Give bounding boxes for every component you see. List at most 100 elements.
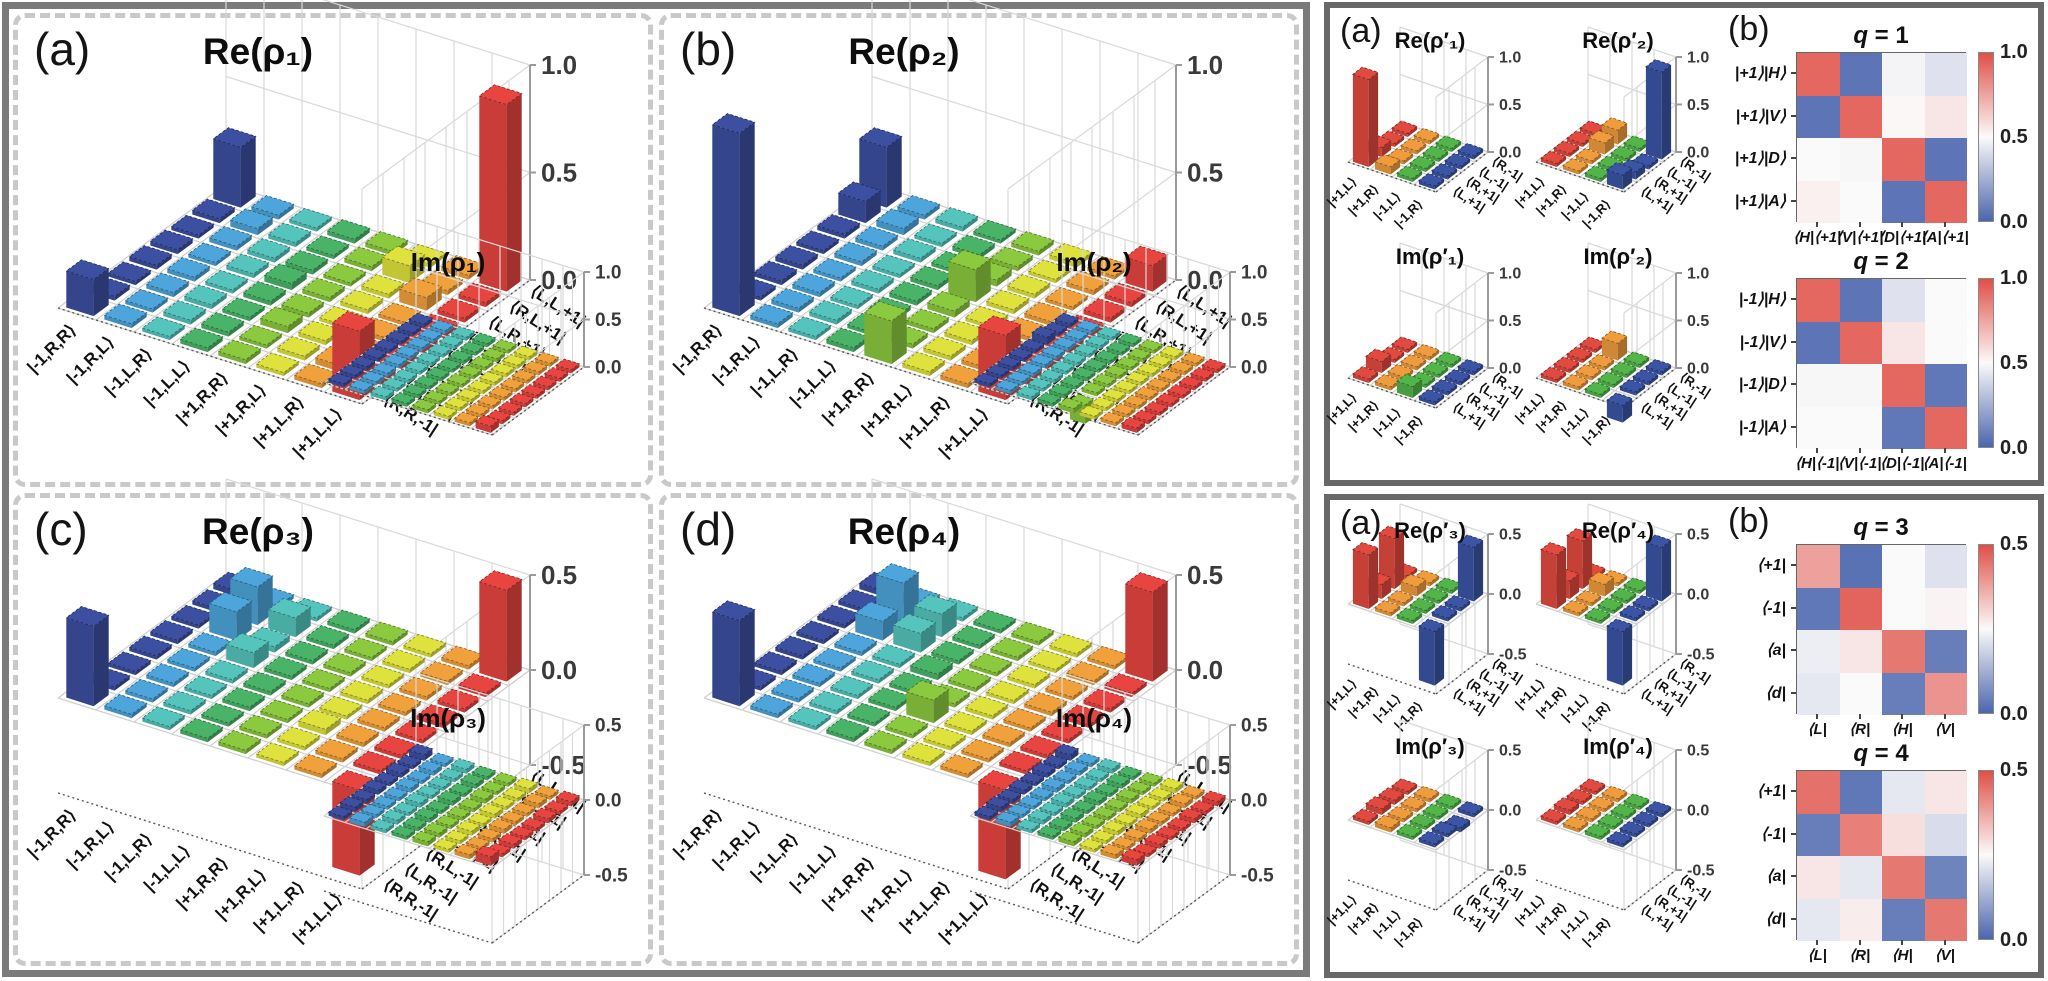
chart-rp2_im: 1.00.50.0|+1,L⟩|+1,R⟩|-1,L⟩|-1,R⟩⟨R,-1|⟨… xyxy=(1512,242,1714,447)
heatmap-cell xyxy=(1839,587,1882,630)
chart-im-rho-prime2: 1.00.50.0|+1,L⟩|+1,R⟩|-1,L⟩|-1,R⟩⟨R,-1|⟨… xyxy=(1512,242,1714,447)
svg-text:0.5: 0.5 xyxy=(1499,743,1521,760)
heatmap-cell xyxy=(1797,898,1840,941)
chart-re-rho4: 0.50.0-0.5|-1,R,R⟩|-1,R,L⟩|-1,L,R⟩|-1,L,… xyxy=(669,477,1235,946)
heatmap-grid xyxy=(1796,770,1967,941)
panel-d: (d) 0.50.0-0.5|-1,R,R⟩|-1,R,L⟩|-1,L,R⟩|-… xyxy=(659,477,1299,966)
chart-rp4_im: 0.50.0-0.5|+1,L⟩|+1,R⟩|-1,L⟩|-1,R⟩⟨R,-1|… xyxy=(1512,719,1715,949)
svg-text:Im(ρ′₁): Im(ρ′₁) xyxy=(1396,244,1464,269)
svg-text:-0.5: -0.5 xyxy=(1241,865,1274,886)
heatmap-col-label: ⟨L| xyxy=(1807,947,1827,964)
heatmap-cell xyxy=(1839,856,1882,899)
svg-text:-0.5: -0.5 xyxy=(1687,863,1715,880)
svg-text:0.5: 0.5 xyxy=(1187,158,1223,188)
heatmap-cell xyxy=(1882,856,1925,899)
heatmap-cell xyxy=(1797,672,1840,715)
heatmap-col-label: ⟨H| xyxy=(1891,947,1913,964)
heatmap-cell xyxy=(1924,53,1967,96)
heatmap-cell xyxy=(1882,53,1925,96)
heatmap-cell xyxy=(1797,856,1840,899)
heatmap-col-label: ⟨V| xyxy=(1934,947,1955,964)
panel-d-letter: (d) xyxy=(680,502,737,555)
svg-text:Re(ρ₄): Re(ρ₄) xyxy=(848,511,960,552)
heatmap-cell xyxy=(1797,364,1840,407)
svg-text:-0.5: -0.5 xyxy=(1687,647,1715,664)
svg-text:0.0: 0.0 xyxy=(1187,655,1223,685)
svg-text:0.0: 0.0 xyxy=(1499,145,1521,162)
heatmap-row-label: |-1⟩|A⟩ xyxy=(1738,418,1786,436)
svg-text:0.5: 0.5 xyxy=(1687,97,1709,114)
heatmap-cell xyxy=(1839,53,1882,96)
chart-rho1_im: 1.0 0.5 0.0 Im(ρ₁) xyxy=(323,219,622,436)
svg-text:Re(ρ′₂): Re(ρ′₂) xyxy=(1582,28,1653,53)
heatmap-title: q = 4 xyxy=(1853,740,1909,767)
chart-rp1_im: 1.00.50.0|+1,L⟩|+1,R⟩|-1,L⟩|-1,R⟩⟨R,-1|⟨… xyxy=(1324,242,1526,447)
colorbar-tick: 0.5 xyxy=(2000,352,2028,374)
heatmap-grid xyxy=(1796,278,1967,449)
svg-text:1.0: 1.0 xyxy=(1499,50,1521,67)
svg-text:1.0: 1.0 xyxy=(541,50,577,80)
svg-text:-0.5: -0.5 xyxy=(595,865,628,886)
chart-rp2_re: 1.00.50.0|+1,L⟩|+1,R⟩|-1,L⟩|-1,R⟩⟨R,-1|⟨… xyxy=(1512,26,1714,231)
heatmap-cell xyxy=(1924,672,1967,715)
heatmap-cell xyxy=(1924,180,1967,223)
heatmap-row-label: |-1⟩|V⟩ xyxy=(1739,333,1786,351)
heatmap-title: q = 2 xyxy=(1853,248,1909,275)
heatmap-q3: q = 3 ⟨+1| ⟨-1| ⟨a| ⟨d| ⟨L| ⟨R| ⟨H| ⟨V| 0.5 0.0 xyxy=(1716,514,2036,742)
heatmap-col-label: ⟨H| xyxy=(1891,721,1913,738)
svg-text:0.0: 0.0 xyxy=(1687,145,1709,162)
chart-im-rho3: 0.5 0.0 -0.5 Im(ρ₃) xyxy=(323,671,628,944)
svg-text:0.5: 0.5 xyxy=(595,310,622,331)
colorbar xyxy=(1978,52,1994,222)
heatmap-cell xyxy=(1839,138,1882,181)
heatmap-cell xyxy=(1797,138,1840,181)
heatmap-col-label: ⟨D|⟨-1| xyxy=(1880,455,1925,472)
heatmap-cell xyxy=(1924,771,1967,814)
heatmap-col-label: ⟨A|⟨+1| xyxy=(1920,229,1969,246)
heatmap-row-label: ⟨d| xyxy=(1765,684,1787,702)
svg-text:Re(ρ′₁): Re(ρ′₁) xyxy=(1395,28,1466,53)
heatmap-col-label: ⟨A|⟨-1| xyxy=(1922,455,1967,472)
colorbar-tick: 0.0 xyxy=(2000,437,2028,459)
svg-text:1.0: 1.0 xyxy=(595,263,621,284)
colorbar-tick: 1.0 xyxy=(2000,267,2028,289)
heatmap-cell xyxy=(1924,95,1967,138)
heatmap-cell xyxy=(1839,813,1882,856)
svg-text:1.0: 1.0 xyxy=(1499,266,1521,283)
heatmap-cell xyxy=(1797,545,1840,588)
heatmap-cell xyxy=(1797,53,1840,96)
heatmap-title: q = 1 xyxy=(1853,22,1909,49)
svg-text:0.5: 0.5 xyxy=(1499,97,1521,114)
left-composite-panel: (a) 1.0 0.5 0.0 |-1,R,R⟩ |-1,R,L⟩ |-1,L,R⟩ |-1… xyxy=(2,0,1310,977)
heatmap-col-label: ⟨H|⟨+1| xyxy=(1793,229,1842,246)
heatmap-cell xyxy=(1924,406,1967,449)
chart-rp3_re: 0.50.0-0.5|+1,L⟩|+1,R⟩|-1,L⟩|-1,R⟩⟨R,-1|… xyxy=(1324,503,1527,733)
right-box2-letter-b: (b) xyxy=(1728,502,1770,540)
heatmap-cell xyxy=(1882,95,1925,138)
colorbar xyxy=(1978,544,1994,714)
svg-text:1.0: 1.0 xyxy=(1687,266,1709,283)
heatmap-cell xyxy=(1882,771,1925,814)
right-box1-letter-b: (b) xyxy=(1728,10,1770,48)
svg-text:Re(ρ′₄): Re(ρ′₄) xyxy=(1582,518,1654,543)
heatmap-cell xyxy=(1839,406,1882,449)
heatmap-cell xyxy=(1882,406,1925,449)
chart-rp1_re: 1.00.50.0|+1,L⟩|+1,R⟩|-1,L⟩|-1,R⟩⟨R,-1|⟨… xyxy=(1324,26,1526,231)
svg-text:0.0: 0.0 xyxy=(595,790,621,811)
right-box-q34: (a) (b) 0.5 0.0 -0.5 |+1,L⟩ |+1,R⟩ |-1,L⟩ |-1,… xyxy=(1324,494,2044,978)
heatmap-col-label: ⟨V|⟨-1| xyxy=(1838,455,1882,472)
chart-im-rho2: 1.0 0.5 0.0 Im(ρ₂) xyxy=(969,219,1268,436)
colorbar xyxy=(1978,770,1994,940)
heatmap-row-label: |+1⟩|D⟩ xyxy=(1734,150,1786,168)
heatmap-cell xyxy=(1924,321,1967,364)
heatmap-col-label: ⟨V|⟨+1| xyxy=(1836,229,1884,246)
heatmap-row-label: |+1⟩|V⟩ xyxy=(1735,107,1786,125)
chart-re-rho-prime1: 1.00.50.0|+1,L⟩|+1,R⟩|-1,L⟩|-1,R⟩⟨R,-1|⟨… xyxy=(1324,26,1526,231)
heatmap-cell xyxy=(1924,587,1967,630)
heatmap-cell xyxy=(1797,180,1840,223)
heatmap-cell xyxy=(1882,630,1925,673)
svg-text:0.0: 0.0 xyxy=(595,358,621,379)
heatmap-cell xyxy=(1839,321,1882,364)
heatmap-grid xyxy=(1796,544,1967,715)
